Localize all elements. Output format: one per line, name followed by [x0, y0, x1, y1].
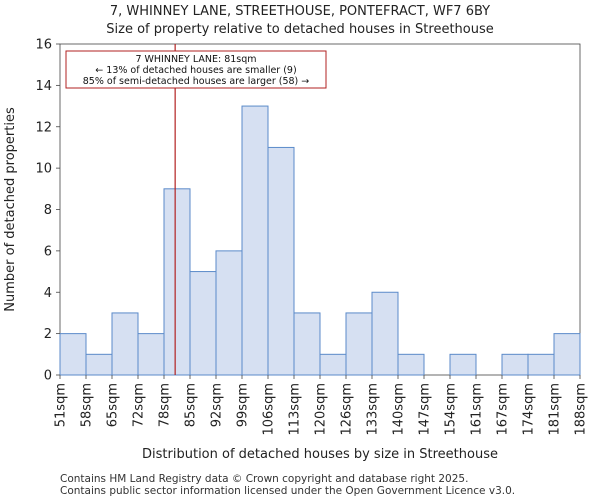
footer-line1: Contains HM Land Registry data © Crown c… [60, 473, 469, 485]
x-tick-label: 99sqm [236, 383, 251, 427]
y-tick-label: 10 [35, 162, 52, 177]
annotation-box [65, 50, 327, 89]
histogram-bar [553, 333, 581, 376]
y-tick-label: 4 [44, 286, 52, 301]
histogram-bar [397, 353, 425, 376]
histogram-bar [215, 250, 243, 376]
x-tick-label: 126sqm [340, 383, 355, 436]
x-tick-label: 120sqm [314, 383, 329, 436]
x-tick-label: 161sqm [470, 383, 485, 436]
y-tick-label: 16 [35, 38, 52, 53]
x-tick-label: 58sqm [80, 383, 95, 427]
y-tick-label: 12 [35, 120, 52, 135]
histogram-bar [267, 146, 295, 376]
histogram-bar [449, 353, 477, 376]
y-tick-label: 6 [44, 244, 52, 259]
annotation-line3: 85% of semi-detached houses are larger (… [83, 76, 310, 87]
x-tick-label: 92sqm [210, 383, 225, 427]
x-tick-label: 51sqm [54, 383, 69, 427]
y-tick-label: 14 [35, 79, 52, 94]
x-tick-label: 106sqm [262, 383, 277, 436]
x-tick-label: 78sqm [158, 383, 173, 427]
histogram-bar [501, 353, 529, 376]
histogram-bar [241, 105, 269, 376]
y-axis-title: Number of detached properties [3, 107, 18, 312]
annotation-line1: 7 WHINNEY LANE: 81sqm [135, 54, 256, 65]
y-tick-label: 0 [44, 369, 52, 384]
histogram-bar [319, 353, 347, 376]
y-tick-label: 8 [44, 203, 52, 218]
histogram-bar [59, 333, 87, 376]
x-tick-label: 174sqm [522, 383, 537, 436]
annotation-line2: ← 13% of detached houses are smaller (9) [95, 65, 296, 76]
histogram-bar [371, 291, 399, 376]
histogram-bar [189, 271, 217, 376]
histogram-bar [293, 312, 321, 376]
footer-line2: Contains public sector information licen… [60, 485, 516, 497]
x-tick-label: 181sqm [548, 383, 563, 436]
x-tick-label: 140sqm [392, 383, 407, 436]
x-tick-label: 65sqm [106, 383, 121, 427]
x-tick-label: 85sqm [184, 383, 199, 427]
x-tick-label: 167sqm [496, 383, 511, 436]
x-tick-label: 113sqm [288, 383, 303, 436]
chart-title-line1: 7, WHINNEY LANE, STREETHOUSE, PONTEFRACT… [109, 4, 491, 19]
x-tick-label: 154sqm [444, 383, 459, 436]
histogram-bar [527, 353, 555, 376]
histogram-bar [137, 333, 165, 376]
histogram-bar [111, 312, 139, 376]
histogram-bar [345, 312, 373, 376]
histogram-bar [85, 353, 113, 376]
x-tick-label: 133sqm [366, 383, 381, 436]
histogram-bar [163, 188, 191, 376]
x-tick-label: 72sqm [132, 383, 147, 427]
x-tick-label: 147sqm [418, 383, 433, 436]
y-tick-label: 2 [44, 327, 52, 342]
chart-title-line2: Size of property relative to detached ho… [106, 22, 494, 37]
x-axis-title: Distribution of detached houses by size … [142, 447, 498, 462]
x-tick-label: 188sqm [574, 383, 589, 436]
